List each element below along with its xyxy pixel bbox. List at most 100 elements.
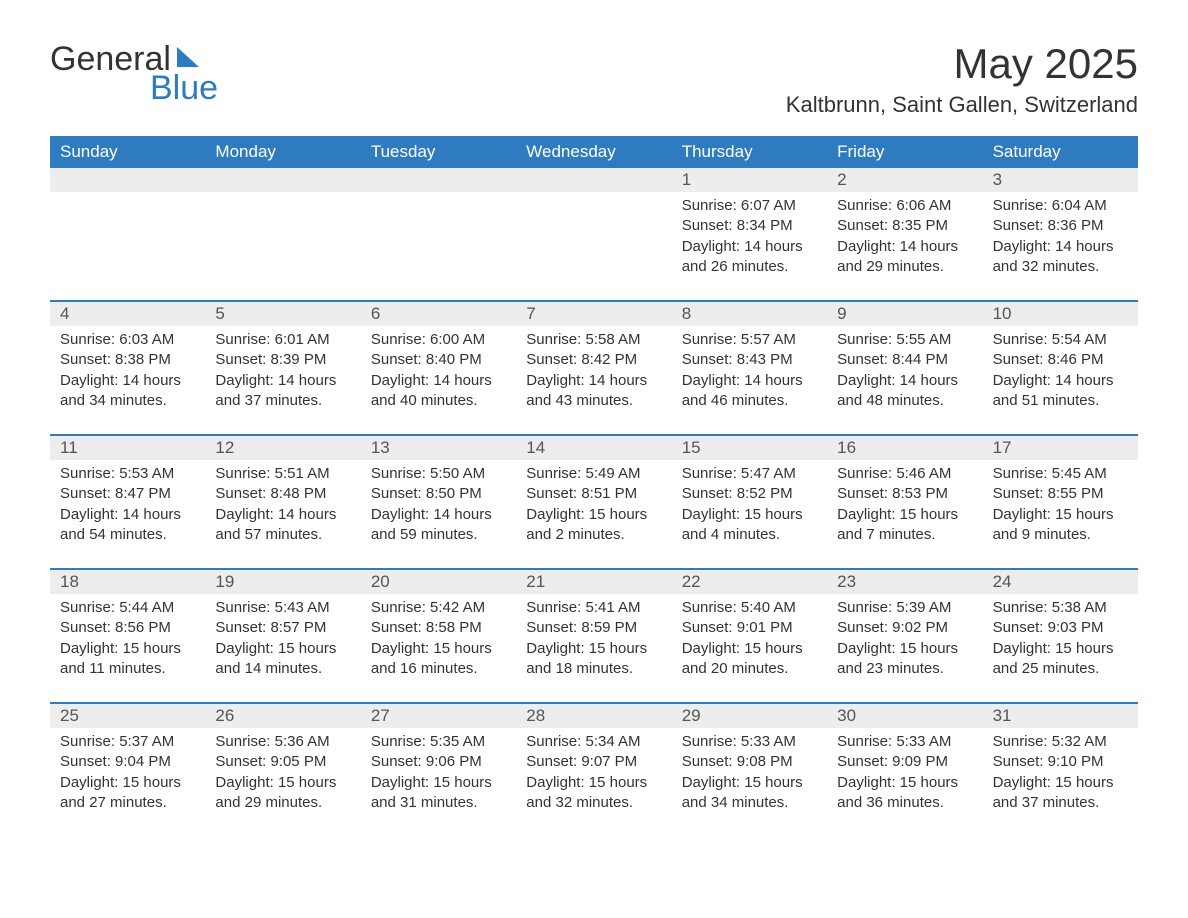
- daylight-text: Daylight: 15 hours and 16 minutes.: [371, 639, 506, 680]
- sunset-text: Sunset: 8:57 PM: [215, 618, 350, 638]
- daylight-text: Daylight: 15 hours and 36 minutes.: [837, 773, 972, 814]
- sunset-text: Sunset: 8:56 PM: [60, 618, 195, 638]
- day-cell: Sunrise: 5:33 AMSunset: 9:08 PMDaylight:…: [672, 728, 827, 836]
- day-number: 18: [50, 570, 205, 594]
- day-cell: Sunrise: 5:35 AMSunset: 9:06 PMDaylight:…: [361, 728, 516, 836]
- day-number: 24: [983, 570, 1138, 594]
- day-cell: Sunrise: 5:55 AMSunset: 8:44 PMDaylight:…: [827, 326, 982, 434]
- daynum-row: 18192021222324: [50, 570, 1138, 594]
- weekday-header-row: SundayMondayTuesdayWednesdayThursdayFrid…: [50, 136, 1138, 168]
- sunset-text: Sunset: 8:58 PM: [371, 618, 506, 638]
- day-number: 11: [50, 436, 205, 460]
- daynum-row: 45678910: [50, 302, 1138, 326]
- day-number: 4: [50, 302, 205, 326]
- day-content-row: Sunrise: 6:07 AMSunset: 8:34 PMDaylight:…: [50, 192, 1138, 300]
- day-cell: Sunrise: 6:06 AMSunset: 8:35 PMDaylight:…: [827, 192, 982, 300]
- day-cell: Sunrise: 5:33 AMSunset: 9:09 PMDaylight:…: [827, 728, 982, 836]
- day-number: 9: [827, 302, 982, 326]
- day-number: 20: [361, 570, 516, 594]
- day-number: 26: [205, 704, 360, 728]
- page-subtitle: Kaltbrunn, Saint Gallen, Switzerland: [786, 92, 1138, 118]
- sunset-text: Sunset: 8:36 PM: [993, 216, 1128, 236]
- day-cell: Sunrise: 6:01 AMSunset: 8:39 PMDaylight:…: [205, 326, 360, 434]
- day-number: 21: [516, 570, 671, 594]
- sunset-text: Sunset: 8:35 PM: [837, 216, 972, 236]
- day-cell: Sunrise: 5:58 AMSunset: 8:42 PMDaylight:…: [516, 326, 671, 434]
- sunrise-text: Sunrise: 5:42 AM: [371, 598, 506, 618]
- day-cell: [205, 192, 360, 300]
- daylight-text: Daylight: 14 hours and 57 minutes.: [215, 505, 350, 546]
- daynum-row: 11121314151617: [50, 436, 1138, 460]
- sunrise-text: Sunrise: 5:33 AM: [682, 732, 817, 752]
- day-cell: [50, 192, 205, 300]
- daynum-row: 25262728293031: [50, 704, 1138, 728]
- day-cell: Sunrise: 5:53 AMSunset: 8:47 PMDaylight:…: [50, 460, 205, 568]
- daylight-text: Daylight: 15 hours and 9 minutes.: [993, 505, 1128, 546]
- daylight-text: Daylight: 14 hours and 59 minutes.: [371, 505, 506, 546]
- sunset-text: Sunset: 8:47 PM: [60, 484, 195, 504]
- logo-block: General Blue: [50, 40, 218, 108]
- daylight-text: Daylight: 15 hours and 29 minutes.: [215, 773, 350, 814]
- sunrise-text: Sunrise: 5:37 AM: [60, 732, 195, 752]
- weekday-header: Wednesday: [516, 136, 671, 168]
- weekday-header: Saturday: [983, 136, 1138, 168]
- daylight-text: Daylight: 14 hours and 32 minutes.: [993, 237, 1128, 278]
- sunset-text: Sunset: 8:55 PM: [993, 484, 1128, 504]
- day-number: [205, 168, 360, 192]
- title-block: May 2025 Kaltbrunn, Saint Gallen, Switze…: [786, 40, 1138, 118]
- sunrise-text: Sunrise: 5:51 AM: [215, 464, 350, 484]
- sunrise-text: Sunrise: 5:53 AM: [60, 464, 195, 484]
- daylight-text: Daylight: 15 hours and 37 minutes.: [993, 773, 1128, 814]
- sunset-text: Sunset: 8:52 PM: [682, 484, 817, 504]
- daylight-text: Daylight: 14 hours and 29 minutes.: [837, 237, 972, 278]
- sunrise-text: Sunrise: 5:46 AM: [837, 464, 972, 484]
- day-number: 31: [983, 704, 1138, 728]
- daylight-text: Daylight: 15 hours and 20 minutes.: [682, 639, 817, 680]
- sunrise-text: Sunrise: 5:45 AM: [993, 464, 1128, 484]
- daylight-text: Daylight: 14 hours and 26 minutes.: [682, 237, 817, 278]
- sunrise-text: Sunrise: 5:33 AM: [837, 732, 972, 752]
- day-number: 29: [672, 704, 827, 728]
- weekday-header: Monday: [205, 136, 360, 168]
- daylight-text: Daylight: 15 hours and 14 minutes.: [215, 639, 350, 680]
- day-cell: Sunrise: 5:54 AMSunset: 8:46 PMDaylight:…: [983, 326, 1138, 434]
- sunset-text: Sunset: 8:34 PM: [682, 216, 817, 236]
- day-number: 30: [827, 704, 982, 728]
- sunset-text: Sunset: 8:53 PM: [837, 484, 972, 504]
- daylight-text: Daylight: 14 hours and 54 minutes.: [60, 505, 195, 546]
- sunset-text: Sunset: 9:03 PM: [993, 618, 1128, 638]
- daylight-text: Daylight: 14 hours and 34 minutes.: [60, 371, 195, 412]
- sunset-text: Sunset: 9:05 PM: [215, 752, 350, 772]
- day-number: [361, 168, 516, 192]
- sunrise-text: Sunrise: 5:58 AM: [526, 330, 661, 350]
- header: General Blue May 2025 Kaltbrunn, Saint G…: [50, 40, 1138, 118]
- sunrise-text: Sunrise: 5:49 AM: [526, 464, 661, 484]
- sunrise-text: Sunrise: 6:07 AM: [682, 196, 817, 216]
- day-number: [50, 168, 205, 192]
- daylight-text: Daylight: 14 hours and 40 minutes.: [371, 371, 506, 412]
- sunset-text: Sunset: 8:48 PM: [215, 484, 350, 504]
- weekday-header: Thursday: [672, 136, 827, 168]
- page-title: May 2025: [786, 40, 1138, 88]
- day-number: 19: [205, 570, 360, 594]
- day-number: 23: [827, 570, 982, 594]
- day-number: 17: [983, 436, 1138, 460]
- day-cell: Sunrise: 5:36 AMSunset: 9:05 PMDaylight:…: [205, 728, 360, 836]
- sunset-text: Sunset: 9:07 PM: [526, 752, 661, 772]
- daylight-text: Daylight: 15 hours and 11 minutes.: [60, 639, 195, 680]
- week-row: 18192021222324Sunrise: 5:44 AMSunset: 8:…: [50, 568, 1138, 702]
- day-cell: Sunrise: 5:49 AMSunset: 8:51 PMDaylight:…: [516, 460, 671, 568]
- day-cell: Sunrise: 5:42 AMSunset: 8:58 PMDaylight:…: [361, 594, 516, 702]
- day-content-row: Sunrise: 5:37 AMSunset: 9:04 PM Daylight:…: [50, 728, 1138, 836]
- sunrise-text: Sunrise: 6:06 AM: [837, 196, 972, 216]
- daylight-text: Daylight: 15 hours and 7 minutes.: [837, 505, 972, 546]
- daynum-row: 123: [50, 168, 1138, 192]
- day-cell: Sunrise: 5:47 AMSunset: 8:52 PMDaylight:…: [672, 460, 827, 568]
- day-number: 28: [516, 704, 671, 728]
- day-number: 8: [672, 302, 827, 326]
- sunset-text: Sunset: 9:01 PM: [682, 618, 817, 638]
- daylight-text: Daylight: 15 hours and 25 minutes.: [993, 639, 1128, 680]
- daylight-text: Daylight: 15 hours and 23 minutes.: [837, 639, 972, 680]
- sunset-text: Sunset: 9:04 PM: [60, 752, 195, 772]
- week-row: 45678910Sunrise: 6:03 AMSunset: 8:38 PMD…: [50, 300, 1138, 434]
